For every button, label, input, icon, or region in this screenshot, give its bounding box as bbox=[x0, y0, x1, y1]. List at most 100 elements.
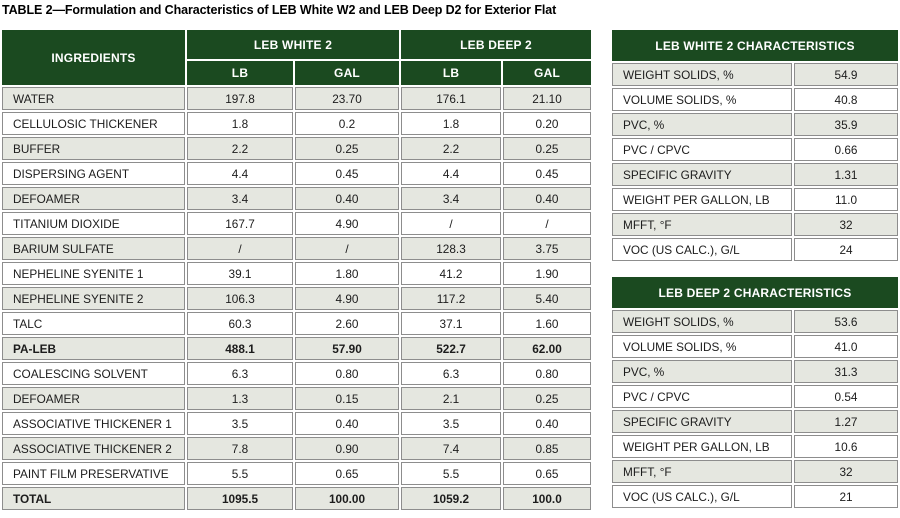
ingredient-name: DISPERSING AGENT bbox=[2, 162, 185, 185]
ingredient-row: BARIUM SULFATE //128.3 3.75 bbox=[2, 237, 592, 260]
unit-header-white-lb: LB bbox=[187, 61, 293, 85]
ingredient-value: 1.60 bbox=[503, 312, 592, 335]
ingredient-value: 197.8 bbox=[187, 87, 293, 110]
ingredient-row: CELLULOSIC THICKENER 1.8 0.2 1.8 0.20 bbox=[2, 112, 592, 135]
ingredient-name: BUFFER bbox=[2, 137, 185, 160]
ingredient-value: 0.20 bbox=[503, 112, 592, 135]
ingredient-value: 128.3 bbox=[401, 237, 502, 260]
ingredient-value: 1059.2 bbox=[401, 487, 502, 510]
characteristic-value: 41.0 bbox=[794, 335, 899, 358]
ingredient-name: DEFOAMER bbox=[2, 187, 185, 210]
ingredient-name: NEPHELINE SYENITE 1 bbox=[2, 262, 185, 285]
characteristic-row: VOLUME SOLIDS, % 41.0 bbox=[612, 335, 899, 358]
ingredient-value: 1.8 bbox=[187, 112, 293, 135]
characteristics-table-body-0: WEIGHT SOLIDS, % 54.9 VOLUME SOLIDS, % 40.8… bbox=[612, 63, 898, 261]
ingredient-value: 1.3 bbox=[187, 387, 293, 410]
characteristic-row: SPECIFIC GRAVITY 1.27 bbox=[612, 410, 899, 433]
ingredient-value: 3.5 bbox=[187, 412, 293, 435]
ingredient-value: 0.80 bbox=[503, 362, 592, 385]
characteristic-label: WEIGHT PER GALLON, LB bbox=[612, 435, 792, 458]
figure-caption: TABLE 2—Formulation and Characteristics … bbox=[2, 3, 557, 17]
ingredient-value: 488.1 bbox=[187, 337, 293, 360]
ingredient-value: 1095.5 bbox=[187, 487, 293, 510]
ingredient-value: 2.2 bbox=[187, 137, 293, 160]
ingredient-row: DEFOAMER 1.3 0.15 2.1 0.25 bbox=[2, 387, 592, 410]
characteristic-row: WEIGHT SOLIDS, % 54.9 bbox=[612, 63, 898, 86]
ingredient-value: 0.45 bbox=[295, 162, 400, 185]
ingredient-value: 62.00 bbox=[503, 337, 592, 360]
ingredient-row: ASSOCIATIVE THICKENER 1 3.5 0.40 3.5 0.40 bbox=[2, 412, 592, 435]
ingredient-value: 6.3 bbox=[401, 362, 502, 385]
ingredient-value: / bbox=[187, 237, 293, 260]
ingredient-row: ASSOCIATIVE THICKENER 2 7.8 0.90 7.4 0.85 bbox=[2, 437, 592, 460]
ingredient-name: PA-LEB bbox=[2, 337, 185, 360]
ingredient-value: 4.4 bbox=[187, 162, 293, 185]
characteristics-table-body-1: WEIGHT SOLIDS, % 53.6 VOLUME SOLIDS, % 41.0… bbox=[612, 310, 899, 508]
ingredient-value: 2.60 bbox=[295, 312, 400, 335]
ingredient-value: 117.2 bbox=[401, 287, 502, 310]
ingredient-value: 1.8 bbox=[401, 112, 502, 135]
characteristic-label: PVC / CPVC bbox=[612, 385, 792, 408]
ingredient-value: 0.40 bbox=[503, 187, 592, 210]
characteristic-label: WEIGHT PER GALLON, LB bbox=[612, 188, 792, 211]
characteristic-label: PVC / CPVC bbox=[612, 138, 792, 161]
ingredient-row: PAINT FILM PRESERVATIVE 5.5 0.65 5.5 0.65 bbox=[2, 462, 592, 485]
ingredient-value: 5.5 bbox=[187, 462, 293, 485]
characteristic-value: 1.27 bbox=[794, 410, 899, 433]
leb-deep-2-characteristics-title: LEB DEEP 2 CHARACTERISTICS bbox=[612, 277, 899, 308]
ingredient-row: TITANIUM DIOXIDE 167.7 4.90// bbox=[2, 212, 592, 235]
characteristic-label: MFFT, °F bbox=[612, 460, 792, 483]
ingredient-value: 21.10 bbox=[503, 87, 592, 110]
ingredient-value: 5.40 bbox=[503, 287, 592, 310]
ingredient-name: BARIUM SULFATE bbox=[2, 237, 185, 260]
ingredient-value: 1.90 bbox=[503, 262, 592, 285]
characteristic-label: VOLUME SOLIDS, % bbox=[612, 335, 792, 358]
unit-header-deep-gal: GAL bbox=[503, 61, 592, 85]
characteristic-label: SPECIFIC GRAVITY bbox=[612, 163, 792, 186]
characteristic-row: PVC / CPVC 0.54 bbox=[612, 385, 899, 408]
ingredient-name: COALESCING SOLVENT bbox=[2, 362, 185, 385]
ingredient-row: BUFFER 2.2 0.25 2.2 0.25 bbox=[2, 137, 592, 160]
characteristic-row: PVC / CPVC 0.66 bbox=[612, 138, 898, 161]
characteristic-label: WEIGHT SOLIDS, % bbox=[612, 63, 792, 86]
ingredient-row: TALC 60.3 2.60 37.1 1.60 bbox=[2, 312, 592, 335]
characteristic-value: 35.9 bbox=[794, 113, 898, 136]
ingredient-value: 100.0 bbox=[503, 487, 592, 510]
unit-header-white-gal: GAL bbox=[295, 61, 400, 85]
ingredient-value: 100.00 bbox=[295, 487, 400, 510]
formulation-table: INGREDIENTS LEB WHITE 2 LEB DEEP 2 LB GA… bbox=[0, 28, 594, 512]
characteristic-row: PVC, % 31.3 bbox=[612, 360, 899, 383]
ingredient-name: TALC bbox=[2, 312, 185, 335]
characteristic-row: MFFT, °F 32 bbox=[612, 213, 898, 236]
ingredient-value: 176.1 bbox=[401, 87, 502, 110]
ingredient-row: NEPHELINE SYENITE 2 106.3 4.90 117.2 5.40 bbox=[2, 287, 592, 310]
unit-header-deep-lb: LB bbox=[401, 61, 502, 85]
ingredient-value: 0.25 bbox=[503, 137, 592, 160]
characteristic-value: 21 bbox=[794, 485, 899, 508]
ingredient-value: / bbox=[401, 212, 502, 235]
characteristic-row: SPECIFIC GRAVITY 1.31 bbox=[612, 163, 898, 186]
characteristic-value: 0.54 bbox=[794, 385, 899, 408]
characteristic-label: VOLUME SOLIDS, % bbox=[612, 88, 792, 111]
ingredient-value: 0.65 bbox=[503, 462, 592, 485]
ingredient-value: 39.1 bbox=[187, 262, 293, 285]
ingredient-value: / bbox=[295, 237, 400, 260]
characteristic-value: 32 bbox=[794, 460, 899, 483]
characteristic-row: WEIGHT PER GALLON, LB 11.0 bbox=[612, 188, 898, 211]
characteristic-label: VOC (US CALC.), G/L bbox=[612, 238, 792, 261]
ingredient-value: 37.1 bbox=[401, 312, 502, 335]
ingredient-value: 4.90 bbox=[295, 212, 400, 235]
ingredient-row: DISPERSING AGENT 4.4 0.45 4.4 0.45 bbox=[2, 162, 592, 185]
characteristic-value: 0.66 bbox=[794, 138, 898, 161]
ingredients-column-header: INGREDIENTS bbox=[2, 30, 185, 85]
ingredient-row: COALESCING SOLVENT 6.3 0.80 6.3 0.80 bbox=[2, 362, 592, 385]
characteristic-value: 40.8 bbox=[794, 88, 898, 111]
characteristic-row: VOC (US CALC.), G/L 24 bbox=[612, 238, 898, 261]
characteristic-label: WEIGHT SOLIDS, % bbox=[612, 310, 792, 333]
ingredient-name: NEPHELINE SYENITE 2 bbox=[2, 287, 185, 310]
ingredient-value: 0.25 bbox=[503, 387, 592, 410]
characteristic-label: PVC, % bbox=[612, 113, 792, 136]
characteristic-value: 10.6 bbox=[794, 435, 899, 458]
characteristic-label: VOC (US CALC.), G/L bbox=[612, 485, 792, 508]
ingredient-value: 0.45 bbox=[503, 162, 592, 185]
